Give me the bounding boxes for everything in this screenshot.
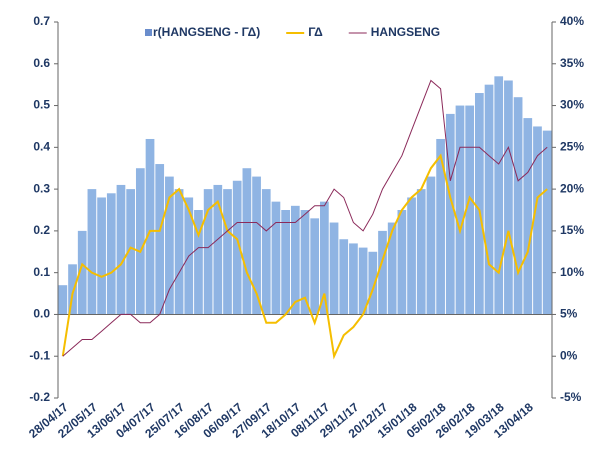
bar xyxy=(504,80,513,315)
bar xyxy=(242,168,252,315)
line xyxy=(62,79,548,357)
y2-tick-label: 35% xyxy=(560,56,584,70)
bar xyxy=(426,176,436,315)
bar xyxy=(232,180,242,315)
bar xyxy=(135,168,145,315)
legend-swatch xyxy=(145,29,152,36)
bar xyxy=(542,130,552,315)
y-tick-label: 0.7 xyxy=(33,14,50,28)
bar xyxy=(533,126,542,315)
bar xyxy=(329,222,339,315)
y-tick-label: 0.1 xyxy=(33,265,50,279)
bar xyxy=(261,189,271,315)
bar xyxy=(416,189,426,315)
y2-tick-label: 0% xyxy=(560,348,578,362)
bar xyxy=(465,105,475,315)
bar xyxy=(58,285,68,315)
y-tick-label: 0.2 xyxy=(33,223,50,237)
y-tick-label: 0.0 xyxy=(33,307,50,321)
bar xyxy=(436,138,445,315)
bar xyxy=(339,239,349,315)
bar xyxy=(455,105,465,315)
y2-tick-label: 20% xyxy=(560,181,584,195)
bar xyxy=(97,197,106,315)
bar xyxy=(155,164,165,315)
bar xyxy=(213,184,223,315)
bar xyxy=(387,222,397,315)
bar xyxy=(397,210,407,315)
bar xyxy=(165,176,174,315)
y-tick-label: -0.1 xyxy=(29,348,50,362)
bar xyxy=(300,210,310,315)
bar xyxy=(378,230,387,315)
bar xyxy=(368,251,378,315)
bar xyxy=(281,210,290,315)
y-tick-label: 0.3 xyxy=(33,181,50,195)
legend-label: ΓΔ xyxy=(308,25,323,39)
bar xyxy=(358,247,368,315)
y-tick-label: 0.4 xyxy=(33,140,50,154)
line xyxy=(61,153,548,360)
bar xyxy=(320,201,329,315)
y-tick-label: 0.5 xyxy=(33,98,50,112)
y2-tick-label: 25% xyxy=(560,140,584,154)
bar xyxy=(523,118,533,315)
legend-label: HANGSENG xyxy=(371,25,440,39)
y2-tick-label: 40% xyxy=(560,14,584,28)
y2-tick-label: -5% xyxy=(560,390,582,404)
y2-tick-label: 10% xyxy=(560,265,584,279)
bar xyxy=(194,210,203,315)
bar xyxy=(445,113,455,315)
bar xyxy=(407,197,416,315)
bar xyxy=(513,97,523,315)
y-tick-label: 0.6 xyxy=(33,56,50,70)
bar xyxy=(223,189,232,315)
bar xyxy=(252,176,261,315)
bar xyxy=(290,205,300,315)
bar xyxy=(77,230,87,315)
legend-label: r(HANGSENG - ΓΔ) xyxy=(153,25,260,39)
bar xyxy=(203,189,213,315)
bar xyxy=(106,193,116,315)
bar xyxy=(310,218,320,315)
y2-tick-label: 15% xyxy=(560,223,584,237)
bar xyxy=(174,189,184,315)
bar xyxy=(484,84,494,315)
bar xyxy=(474,93,484,315)
bar xyxy=(494,76,504,315)
bar xyxy=(116,184,126,315)
bar xyxy=(68,264,77,315)
y-tick-label: -0.2 xyxy=(29,390,50,404)
bar xyxy=(87,189,97,315)
bar xyxy=(271,201,281,315)
bar xyxy=(126,189,136,315)
y2-tick-label: 30% xyxy=(560,98,584,112)
bar xyxy=(349,243,358,315)
y2-tick-label: 5% xyxy=(560,307,578,321)
bar xyxy=(145,138,155,315)
